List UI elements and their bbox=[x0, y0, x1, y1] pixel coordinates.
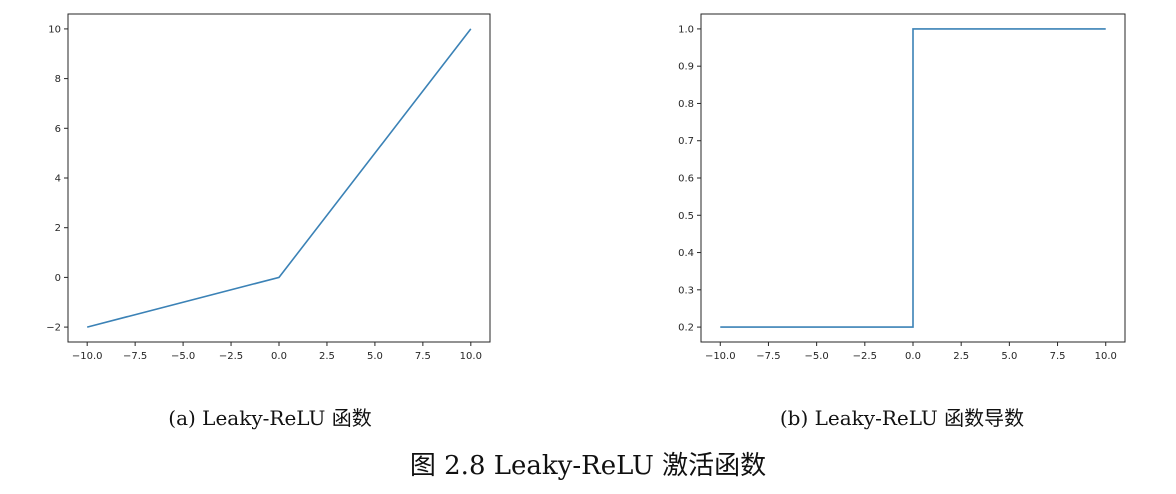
chart-b-y-tick-label: 0.9 bbox=[678, 62, 694, 73]
chart-a-x-tick-label: −7.5 bbox=[123, 351, 147, 362]
chart-a-x-tick-label: −2.5 bbox=[219, 351, 243, 362]
chart-b-x-tick-label: 2.5 bbox=[953, 351, 969, 362]
chart-b-y-tick-label: 0.8 bbox=[678, 99, 694, 110]
chart-b-y-tick-label: 0.4 bbox=[678, 248, 694, 259]
chart-a-y-tick-label: 10 bbox=[48, 24, 61, 35]
chart-a-x-tick-label: 0.0 bbox=[271, 351, 287, 362]
chart-a-y-tick-label: 6 bbox=[55, 124, 61, 135]
chart-b-y-tick-label: 0.7 bbox=[678, 136, 694, 147]
chart-a-x-tick-label: −10.0 bbox=[72, 351, 103, 362]
chart-a-x-tick-label: 7.5 bbox=[415, 351, 431, 362]
chart-a-series-line bbox=[86, 28, 472, 328]
chart-b-series-line bbox=[720, 28, 1106, 328]
chart-b-x-tick-label: −10.0 bbox=[705, 351, 736, 362]
chart-a-x-tick-label: 2.5 bbox=[319, 351, 335, 362]
chart-a-y-tick-label: 2 bbox=[55, 223, 61, 234]
chart-b-x-tick-label: 5.0 bbox=[1001, 351, 1017, 362]
chart-b-y-tick-label: 0.2 bbox=[678, 323, 694, 334]
chart-b-y-tick-label: 0.3 bbox=[678, 285, 694, 296]
chart-b-y-tick-label: 1.0 bbox=[678, 24, 694, 35]
chart-a-y-tick-label: 8 bbox=[55, 74, 61, 85]
chart-b-x-tick-label: 7.5 bbox=[1050, 351, 1066, 362]
figure-caption: 图 2.8 Leaky-ReLU 激活函数 bbox=[410, 451, 766, 481]
chart-b: −10.0 −7.5 −5.0 −2.5 0.0 2.5 5.0 7.5 10.0 0.2 0.3 0… bbox=[678, 13, 1126, 362]
chart-a-caption: (a) Leaky-ReLU 函数 bbox=[168, 406, 371, 430]
chart-a-x-tick-label: 5.0 bbox=[367, 351, 383, 362]
chart-b-y-tick-label: 0.6 bbox=[678, 174, 694, 185]
chart-b-x-tick-label: −7.5 bbox=[756, 351, 780, 362]
chart-a-axes-frame bbox=[67, 13, 491, 343]
chart-b-x-tick-label: −5.0 bbox=[804, 351, 828, 362]
chart-a: −10.0 −7.5 −5.0 −2.5 0.0 2.5 5.0 7.5 10.0 −2 0 2 4 6 8… bbox=[46, 13, 491, 362]
chart-a-y-tick-label: 4 bbox=[55, 174, 61, 185]
chart-b-caption: (b) Leaky-ReLU 函数导数 bbox=[780, 406, 1024, 430]
chart-a-x-tick-label: −5.0 bbox=[171, 351, 195, 362]
chart-a-y-tick-label: −2 bbox=[46, 323, 61, 334]
chart-b-x-tick-label: 0.0 bbox=[905, 351, 921, 362]
chart-a-x-tick-label: 10.0 bbox=[460, 351, 482, 362]
chart-a-y-tick-label: 0 bbox=[55, 273, 61, 284]
chart-b-y-tick-label: 0.5 bbox=[678, 211, 694, 222]
chart-b-x-tick-label: 10.0 bbox=[1095, 351, 1117, 362]
chart-b-x-tick-label: −2.5 bbox=[853, 351, 877, 362]
